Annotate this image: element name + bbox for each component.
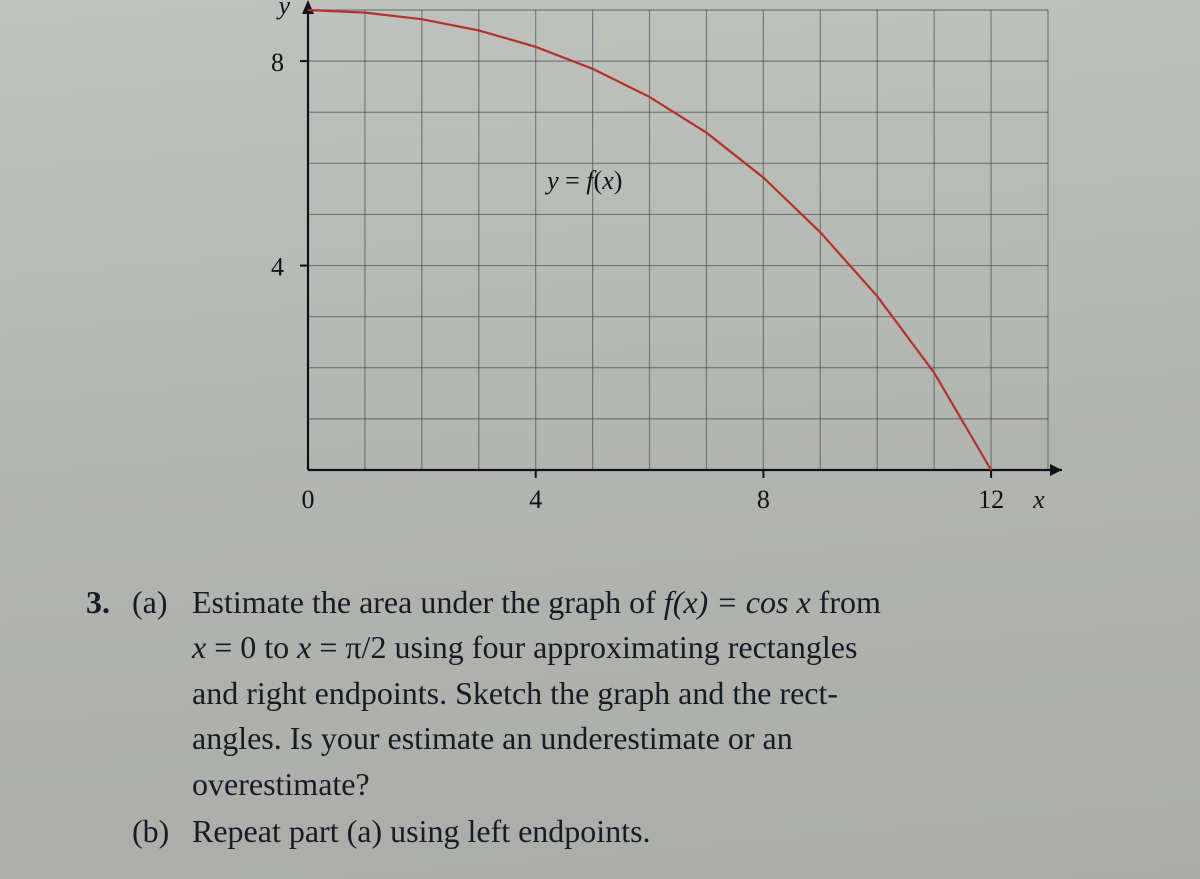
part-b-text: Repeat part (a) using left endpoints. <box>192 809 1146 854</box>
math-x0: x <box>192 629 206 665</box>
text-segment: using four approximating rectangles <box>386 629 857 665</box>
part-a-line5: overestimate? <box>192 762 1146 807</box>
problem-3: 3. (a) Estimate the area under the graph… <box>86 580 1146 855</box>
part-a-line3: and right endpoints. Sketch the graph an… <box>192 671 1146 716</box>
svg-text:4: 4 <box>529 485 542 514</box>
part-b-label: (b) <box>132 809 192 854</box>
svg-text:x: x <box>1032 485 1045 514</box>
math-fx: f(x) = cos x <box>664 584 811 620</box>
text-segment: = π/2 <box>311 629 386 665</box>
svg-text:y = f(x): y = f(x) <box>544 166 622 195</box>
svg-text:y: y <box>275 0 290 20</box>
svg-text:8: 8 <box>271 48 284 77</box>
svg-text:4: 4 <box>271 253 284 282</box>
svg-text:8: 8 <box>757 485 770 514</box>
math-xpi2: x <box>297 629 311 665</box>
svg-text:0: 0 <box>302 485 315 514</box>
svg-text:12: 12 <box>978 485 1004 514</box>
text-segment: Estimate the area under the graph of <box>192 584 664 620</box>
text-segment: from <box>811 584 881 620</box>
chart-svg: 0 4 8 12 x 4 8 y y = f(x) <box>228 0 1078 545</box>
text-segment: = 0 <box>206 629 256 665</box>
part-a-line1: Estimate the area under the graph of f(x… <box>192 580 1146 625</box>
part-a-label: (a) <box>132 580 192 625</box>
part-a-line2: x = 0 to x = π/2 using four approximatin… <box>192 625 1146 670</box>
problem-number: 3. <box>86 580 132 625</box>
text-segment: to <box>256 629 297 665</box>
function-graph: 0 4 8 12 x 4 8 y y = f(x) <box>228 0 1078 545</box>
part-a-line4: angles. Is your estimate an underestimat… <box>192 716 1146 761</box>
